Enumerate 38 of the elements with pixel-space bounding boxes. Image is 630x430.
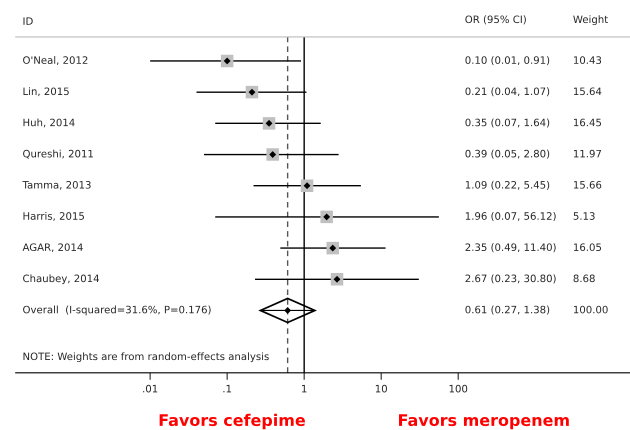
y-axis-title: ID [24,17,33,25]
annotation: 0.21 (0.04, 1.07) [465,87,550,96]
annotation: 15.64 [574,87,602,96]
y-tick-label: Harris, 2015 [24,212,84,221]
y-tick-label: AGAR, 2014 [22,243,83,252]
annotation: 2.35 (0.49, 11.40) [466,243,556,252]
y-tick-label: Chaubey, 2014 [23,274,100,284]
y-tick-label: Huh, 2014 [24,118,75,128]
annotation: 5.13 [574,212,595,220]
annotation: 0.10 (0.01, 0.91) [465,56,550,66]
x-tick-label: .01 [143,384,158,392]
annotation: 8.68 [574,274,595,282]
annotation: 10.43 [574,56,602,64]
text: Favors cefepime [160,414,305,430]
y-tick-label: Lin, 2015 [24,87,69,96]
text: NOTE: Weights are from random-effects analysis [24,352,269,362]
y-tick-label: O'Neal, 2012 [23,56,88,65]
text: Weight [573,15,608,26]
annotation: 1.09 (0.22, 5.45) [466,180,550,190]
y-tick-label: Overall (I-squared=31.6%, P=0.176) [23,306,211,316]
annotation: 15.66 [574,180,602,189]
y-tick-label: Qureshi, 2011 [23,150,93,159]
annotation: 0.61 (0.27, 1.38) [465,306,550,315]
text: OR (95% CI) [465,15,526,24]
annotation: 0.35 (0.07, 1.64) [465,118,550,128]
y-tick-label: Tamma, 2013 [22,180,91,190]
annotation: 16.05 [574,243,602,252]
x-tick-label: .1 [223,384,232,392]
x-tick-label: 100 [450,384,468,392]
annotation: 0.39 (0.05, 2.80) [465,150,550,159]
x-tick-label: 10 [376,384,387,392]
annotation: 16.45 [574,118,602,126]
x-tick-label: 1 [302,384,306,392]
annotation: 1.96 (0.07, 56.12) [466,212,556,222]
text: Favors meropenem [399,414,569,430]
annotation: 11.97 [574,150,602,158]
annotation: 100.00 [574,306,608,314]
annotation: 2.67 (0.23, 30.80) [466,274,556,284]
